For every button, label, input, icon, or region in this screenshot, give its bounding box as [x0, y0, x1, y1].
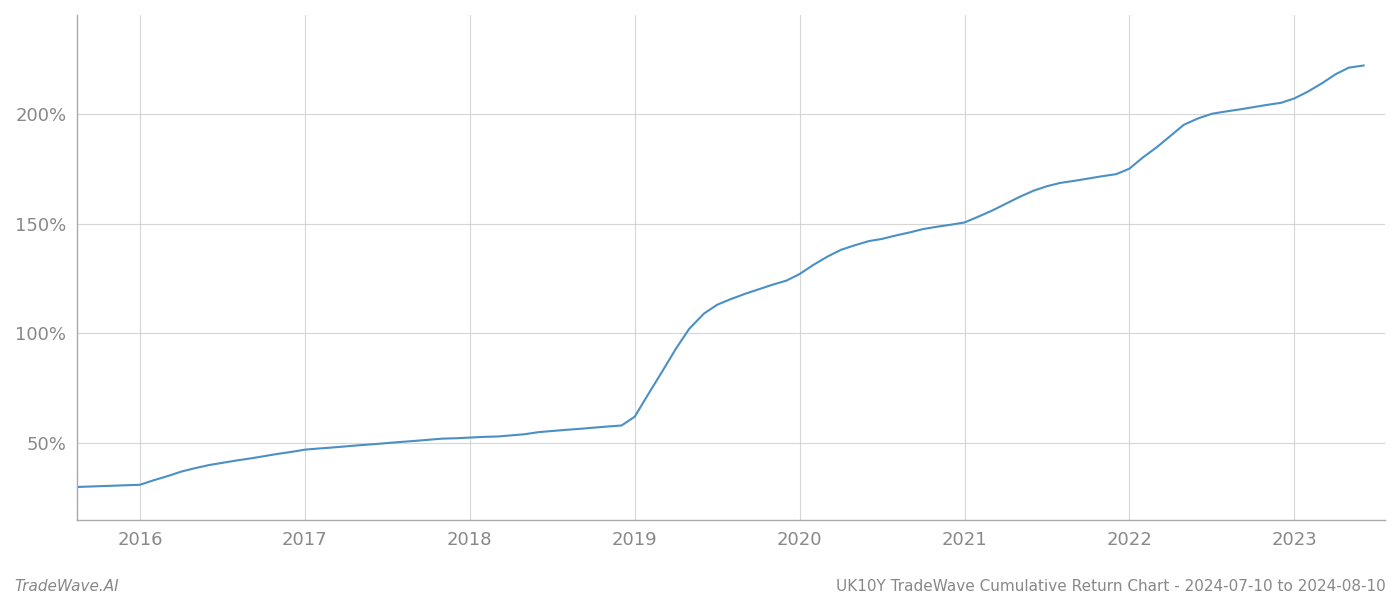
Text: UK10Y TradeWave Cumulative Return Chart - 2024-07-10 to 2024-08-10: UK10Y TradeWave Cumulative Return Chart … — [836, 579, 1386, 594]
Text: TradeWave.AI: TradeWave.AI — [14, 579, 119, 594]
